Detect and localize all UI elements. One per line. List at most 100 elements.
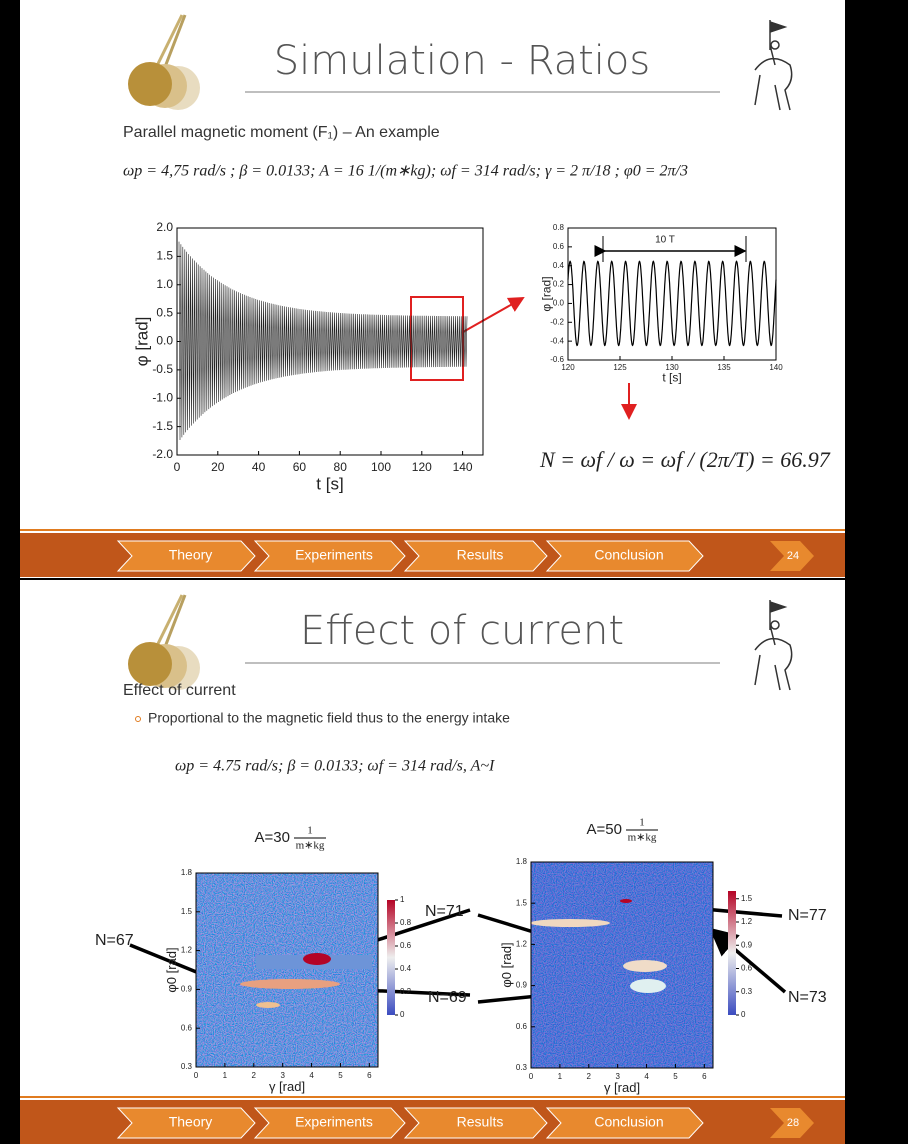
y-tick-label: 0.9 [181, 985, 193, 994]
x-tick-label: 5 [673, 1072, 678, 1081]
unit-denominator: m∗kg [628, 832, 657, 844]
feature [623, 960, 667, 972]
x-tick-label: 120 [561, 363, 575, 372]
page-number: 28 [787, 1117, 799, 1129]
y-tick-label: -0.2 [550, 317, 564, 326]
nav-item[interactable]: Theory [169, 547, 213, 563]
feature [303, 953, 331, 965]
unit-numerator: 1 [307, 825, 313, 837]
y-tick-label: 0.5 [156, 305, 173, 319]
x-tick-label: 4 [644, 1072, 649, 1081]
chart-title: A=30 [255, 829, 290, 846]
x-tick-label: 20 [211, 460, 225, 474]
x-tick-label: 6 [702, 1072, 707, 1081]
colorbar-tick-label: 0.3 [741, 987, 753, 996]
x-tick-label: 120 [412, 460, 432, 474]
nav-item[interactable]: Conclusion [594, 1114, 663, 1130]
x-tick-label: 1 [558, 1072, 563, 1081]
nav-item[interactable]: Results [457, 1114, 504, 1130]
y-tick-label: -0.4 [550, 336, 564, 345]
x-tick-label: 100 [371, 460, 391, 474]
y-tick-label: 0.3 [181, 1062, 193, 1071]
heatmap-noise [196, 873, 378, 1067]
x-axis-label: γ [rad] [269, 1079, 305, 1094]
colorbar-tick-label: 0.9 [741, 940, 753, 949]
x-tick-label: 0 [174, 460, 181, 474]
x-tick-label: 0 [529, 1072, 534, 1081]
colorbar-tick-label: 1.5 [741, 894, 753, 903]
y-tick-label: 0.3 [516, 1063, 528, 1072]
bullet: Proportional to the magnetic field thus … [148, 710, 510, 726]
y-tick-label: -0.5 [152, 362, 173, 376]
colorbar-tick-label: 0.6 [741, 964, 753, 973]
unit-denominator: m∗kg [296, 840, 325, 852]
feature [240, 979, 340, 989]
y-axis-label: φ [rad] [539, 276, 553, 311]
result-formula: N = ωf / ω = ωf / (2π/T) = 66.97 [539, 447, 831, 472]
y-tick-label: 2.0 [156, 220, 173, 234]
feature [256, 1002, 280, 1008]
nav-item[interactable]: Experiments [295, 1114, 373, 1130]
y-tick-label: 0.9 [516, 981, 528, 990]
y-tick-label: 0.0 [156, 334, 173, 348]
y-tick-label: 0.8 [553, 223, 565, 232]
feature [630, 979, 666, 993]
nav-item[interactable]: Experiments [295, 547, 373, 563]
colorbar-tick-label: 0 [741, 1010, 746, 1019]
colorbar-tick-label: 1 [400, 895, 405, 904]
colorbar [387, 900, 395, 1015]
y-tick-label: -0.6 [550, 355, 564, 364]
y-tick-label: 0.6 [516, 1022, 528, 1031]
annotation: N=73 [788, 989, 827, 1006]
colorbar-tick-label: 0 [400, 1010, 405, 1019]
y-tick-label: 1.5 [181, 907, 193, 916]
formula: ωp = 4,75 rad/s ; β = 0.0133; A = 16 1/(… [123, 163, 688, 180]
x-tick-label: 2 [252, 1071, 257, 1080]
x-tick-label: 0 [194, 1071, 199, 1080]
x-tick-label: 5 [338, 1071, 343, 1080]
nav-item[interactable]: Results [457, 547, 504, 563]
formula: ωp = 4.75 rad/s; β = 0.0133; ωf = 314 ra… [175, 758, 495, 775]
feature [620, 899, 632, 903]
y-tick-label: 1.8 [516, 857, 528, 866]
colorbar-tick-label: 0.8 [400, 918, 412, 927]
x-tick-label: 60 [293, 460, 307, 474]
y-axis-label: φ [rad] [133, 317, 152, 367]
colorbar-tick-label: 1.2 [741, 917, 753, 926]
colorbar-tick-label: 0.6 [400, 941, 412, 950]
x-tick-label: 140 [453, 460, 473, 474]
x-tick-label: 40 [252, 460, 266, 474]
x-tick-label: 6 [367, 1071, 372, 1080]
subtitle: Parallel magnetic moment (F₁) – An examp… [123, 124, 440, 141]
y-tick-label: 0.6 [553, 242, 565, 251]
chart-title: A=50 [587, 821, 622, 838]
x-axis-label: γ [rad] [604, 1080, 640, 1095]
annotation: 10 T [655, 235, 675, 246]
nav-item[interactable]: Theory [169, 1114, 213, 1130]
slide-title: Effect of current [300, 608, 624, 654]
feature [530, 919, 610, 927]
y-tick-label: 0.2 [553, 280, 565, 289]
y-tick-label: 1.5 [156, 249, 173, 263]
y-tick-label: 0.0 [553, 299, 565, 308]
y-tick-label: 1.2 [516, 940, 528, 949]
x-tick-label: 1 [223, 1071, 228, 1080]
annotation: N=69 [428, 989, 467, 1006]
y-tick-label: 0.6 [181, 1023, 193, 1032]
x-tick-label: 125 [613, 363, 627, 372]
y-tick-label: 1.8 [181, 868, 193, 877]
x-tick-label: 135 [717, 363, 731, 372]
colorbar [728, 891, 736, 1015]
y-axis-label: φ0 [rad] [164, 947, 179, 992]
colorbar-tick-label: 0.4 [400, 964, 412, 973]
screenshot: Simulation - Ratios Parallel magnetic mo… [0, 0, 908, 1144]
unit-numerator: 1 [639, 817, 645, 829]
y-tick-label: 1.2 [181, 946, 193, 955]
y-tick-label: -1.5 [152, 419, 173, 433]
subtitle: Effect of current [123, 682, 236, 699]
y-axis-label: φ0 [rad] [499, 942, 514, 987]
y-tick-label: -1.0 [152, 390, 173, 404]
annotation: N=77 [788, 907, 827, 924]
x-tick-label: 2 [587, 1072, 592, 1081]
nav-item[interactable]: Conclusion [594, 547, 663, 563]
